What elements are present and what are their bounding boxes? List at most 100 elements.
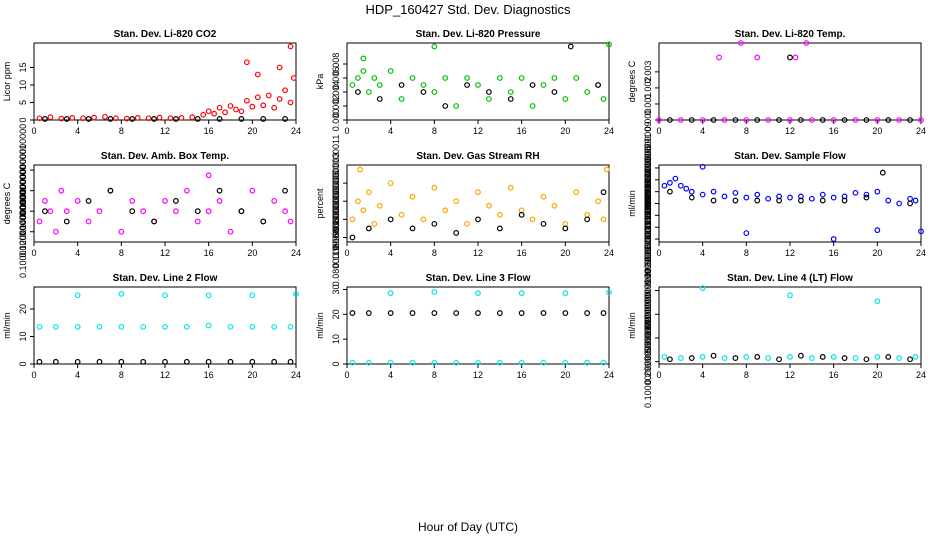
data-point — [475, 82, 481, 88]
data-point — [42, 208, 48, 215]
data-point — [183, 358, 190, 365]
data-point — [63, 218, 70, 225]
data-point — [254, 71, 261, 78]
data-point — [699, 117, 706, 123]
data-point — [189, 114, 196, 121]
data-point — [688, 117, 695, 123]
x-tick-label: 8 — [119, 126, 124, 136]
x-tick-label: 4 — [700, 370, 705, 380]
y-axis-label: ml/min — [627, 190, 637, 217]
data-point — [409, 225, 416, 232]
series-primary — [36, 290, 299, 330]
x-tick-label: 20 — [872, 370, 882, 380]
y-tick-label: 0.10000000000000001 — [18, 185, 28, 278]
data-point — [420, 216, 427, 223]
data-point — [907, 200, 913, 207]
data-point — [540, 310, 547, 316]
data-point — [260, 116, 267, 122]
data-point — [507, 184, 514, 191]
data-point — [743, 230, 750, 237]
data-point — [287, 99, 294, 106]
y-axis-label: degrees C — [627, 60, 637, 102]
data-point — [249, 187, 256, 194]
x-tick-label: 20 — [872, 126, 882, 136]
data-point — [912, 353, 919, 360]
data-point — [74, 323, 81, 330]
data-point — [551, 89, 558, 95]
y-tick-label: 1.39999999999999991 — [643, 134, 653, 227]
data-point — [830, 236, 837, 242]
y-tick-label: 0.12000000000000000 — [18, 165, 28, 258]
series-secondary — [36, 358, 294, 365]
plot-frame — [346, 286, 610, 365]
x-tick-label: 12 — [473, 126, 483, 136]
data-point — [699, 285, 706, 292]
data-point — [216, 198, 223, 204]
y-tick-label: 0.10000000000000001 — [643, 315, 653, 408]
x-tick-label: 8 — [744, 370, 749, 380]
data-point — [808, 355, 815, 361]
data-point — [562, 220, 569, 227]
data-point — [529, 216, 536, 223]
data-point — [134, 114, 141, 121]
y-tick-label: 0.006 — [331, 67, 341, 90]
data-point — [360, 68, 367, 74]
y-tick-label: 5 — [18, 100, 28, 105]
data-point — [140, 208, 147, 215]
x-tick-label: 12 — [160, 370, 170, 380]
x-tick-label: 8 — [432, 126, 437, 136]
data-point — [52, 323, 59, 330]
data-point — [475, 290, 481, 297]
data-point — [36, 323, 43, 330]
x-tick-label: 16 — [517, 248, 527, 258]
x-tick-label: 24 — [604, 126, 614, 136]
plot-frame — [346, 164, 610, 243]
x-tick-label: 20 — [247, 248, 257, 258]
y-axis-label: ml/min — [2, 312, 12, 339]
data-point — [819, 353, 826, 360]
chart-panel-5: Stan. Dev. Gas Stream RH 0 4 8 12 16 20 24 0.080… — [315, 135, 614, 287]
data-point — [567, 43, 574, 50]
data-point — [349, 82, 356, 88]
data-point — [672, 175, 679, 182]
x-tick-label: 20 — [247, 126, 257, 136]
data-point — [852, 355, 859, 361]
data-point — [409, 193, 416, 200]
y-tick-label: 1.19999999999999996 — [643, 145, 653, 238]
data-point — [227, 323, 234, 330]
data-point — [907, 117, 913, 123]
data-point — [667, 117, 673, 123]
data-point — [376, 96, 383, 102]
y-axis-label: kPa — [315, 74, 325, 90]
data-point — [540, 220, 547, 227]
data-point — [606, 41, 612, 48]
data-point — [238, 208, 245, 215]
data-point — [661, 353, 668, 360]
data-point — [349, 310, 356, 316]
x-tick-label: 4 — [388, 370, 393, 380]
data-point — [145, 115, 152, 122]
x-tick-label: 20 — [872, 248, 882, 258]
data-point — [710, 352, 717, 359]
x-tick-label: 16 — [517, 370, 527, 380]
data-point — [540, 82, 547, 88]
x-tick-label: 20 — [560, 370, 570, 380]
data-point — [290, 75, 297, 81]
y-axis-label: Licor ppm — [2, 62, 12, 102]
data-point — [102, 113, 108, 120]
data-point — [486, 96, 492, 102]
y-tick-label: 0.14000000000000001 — [18, 144, 28, 237]
x-tick-label: 0 — [31, 126, 36, 136]
data-point — [216, 116, 223, 122]
data-point — [667, 179, 673, 186]
data-point — [754, 191, 761, 198]
data-point — [496, 359, 503, 366]
data-point — [293, 290, 299, 297]
data-point — [540, 359, 547, 366]
data-point — [912, 197, 919, 204]
series-secondary — [42, 187, 288, 225]
data-point — [584, 89, 591, 95]
data-point — [409, 75, 416, 81]
data-point — [863, 117, 870, 123]
data-point — [776, 117, 782, 123]
